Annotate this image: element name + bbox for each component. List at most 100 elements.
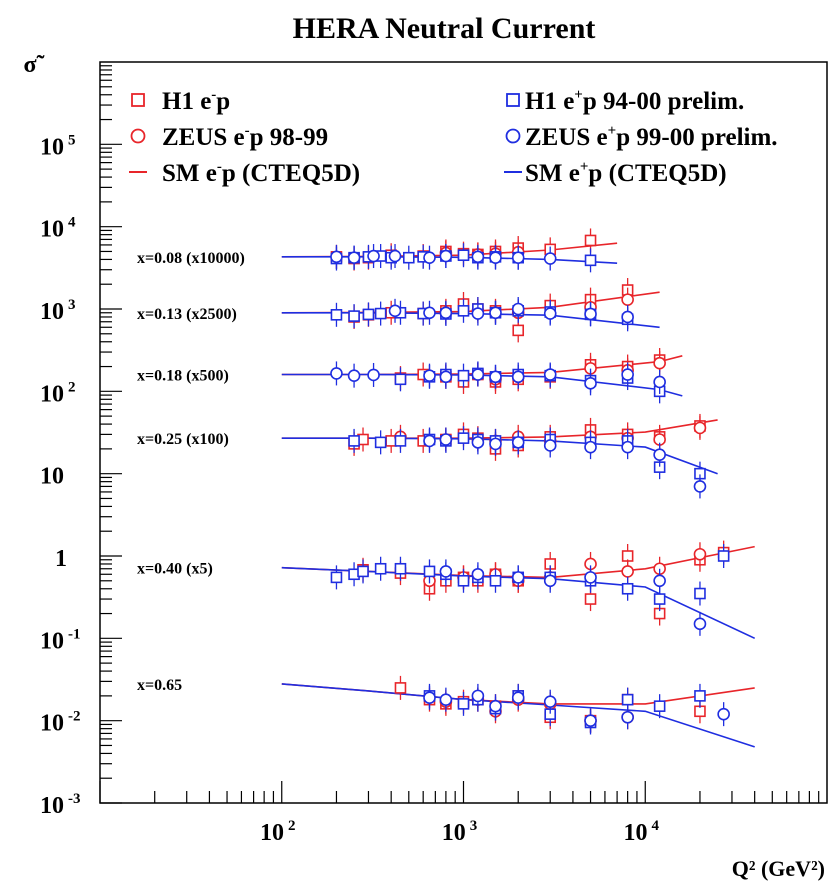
- band-label: x=0.08 (x10000): [137, 250, 245, 267]
- zeus-ep-point: [439, 249, 453, 263]
- h1-ep-point: [374, 436, 387, 449]
- zeus-ep-point: [471, 250, 485, 264]
- zeus-ep-point: [584, 440, 597, 454]
- zeus-ep-point: [653, 448, 666, 461]
- zeus-ep-point: [471, 567, 485, 581]
- zeus-ep-point: [423, 691, 436, 705]
- legend-label: ZEUS e-p 98-99: [162, 123, 328, 151]
- zeus-ep-point: [347, 251, 361, 264]
- zeus-ep-point: [511, 436, 525, 449]
- band-label: x=0.65: [137, 677, 182, 694]
- legend: H1 e-p ZEUS e-p 98-99 SM e-p (CTEQ5D) H1 e+…: [129, 87, 778, 187]
- h1-ep-point: [330, 309, 343, 321]
- zeus-ep-point: [439, 693, 453, 706]
- zeus-ep-point: [423, 434, 436, 448]
- h1-ep-point: [457, 305, 470, 317]
- zeus-ep-point: [511, 571, 525, 584]
- h1-ep-point: [694, 690, 706, 702]
- sm-ep-curve: [281, 683, 755, 748]
- h1-ep-point: [457, 574, 470, 587]
- legend-marker-circle: [130, 128, 146, 144]
- legend-label: SM e+p (CTEQ5D): [525, 159, 727, 187]
- legend-marker-square: [506, 93, 520, 107]
- h1-ep-point: [348, 310, 360, 322]
- band-label: x=0.25 (x100): [137, 431, 229, 448]
- h1-ep-point: [394, 562, 407, 575]
- zeus-em-point: [693, 421, 707, 435]
- legend-label: SM e-p (CTEQ5D): [162, 159, 360, 187]
- x-tick-label: 10 4: [624, 818, 660, 846]
- h1-ep-point: [457, 698, 470, 710]
- zeus-ep-point: [367, 368, 380, 382]
- zeus-ep-point: [543, 307, 557, 320]
- legend-label: H1 e-p: [162, 87, 230, 115]
- h1-ep-point: [489, 574, 502, 587]
- zeus-ep-point: [471, 436, 485, 449]
- h1-ep-point: [653, 700, 666, 712]
- zeus-ep-point: [653, 375, 666, 389]
- h1-ep-point: [584, 254, 597, 267]
- h1-ep-point: [402, 251, 415, 264]
- legend-label: ZEUS e+p 99-00 prelim.: [525, 123, 778, 151]
- y-tick-label: 10 5: [40, 132, 76, 160]
- zeus-ep-point: [439, 433, 453, 446]
- y-tick-label: 10 -2: [40, 709, 81, 737]
- zeus-ep-point: [653, 574, 666, 588]
- zeus-ep-point: [584, 714, 597, 727]
- band-label: x=0.40 (x5): [137, 561, 213, 578]
- zeus-ep-point: [489, 370, 502, 384]
- legend-label: H1 e+p 94-00 prelim.: [525, 87, 744, 115]
- zeus-em-point: [621, 565, 634, 578]
- zeus-ep-point: [621, 710, 634, 724]
- zeus-ep-point: [543, 574, 557, 588]
- zeus-ep-point: [621, 368, 634, 381]
- zeus-ep-point: [511, 251, 525, 264]
- zeus-ep-point: [511, 370, 525, 384]
- zeus-em-point: [653, 356, 666, 370]
- h1-ep-point: [374, 562, 387, 575]
- zeus-ep-point: [489, 306, 502, 320]
- zeus-ep-point: [543, 695, 557, 708]
- zeus-ep-point: [511, 691, 525, 705]
- chart-title: HERA Neutral Current: [293, 12, 596, 45]
- zeus-ep-point: [439, 306, 453, 320]
- zeus-ep-point: [511, 302, 525, 316]
- h1-ep-point: [621, 693, 634, 706]
- zeus-ep-point: [471, 689, 485, 703]
- zeus-ep-point: [543, 368, 557, 381]
- zeus-ep-point: [693, 617, 707, 631]
- y-tick-label: 10 -1: [40, 626, 81, 654]
- legend-marker-circle: [505, 128, 521, 144]
- zeus-ep-point: [584, 307, 597, 321]
- zeus-ep-point: [330, 250, 343, 264]
- h1-ep-point: [362, 308, 375, 321]
- h1-ep-point: [357, 565, 369, 578]
- zeus-ep-point: [543, 252, 557, 265]
- zeus-em-point: [693, 547, 707, 561]
- y-axis-label: σ̃: [23, 52, 44, 78]
- band-label: x=0.18 (x500): [137, 368, 229, 385]
- zeus-ep-point: [423, 251, 436, 264]
- zeus-ep-point: [439, 370, 453, 384]
- h1-em-point: [584, 234, 597, 247]
- zeus-ep-point: [330, 367, 343, 380]
- h1-em-point: [512, 324, 525, 337]
- zeus-ep-point: [388, 304, 402, 318]
- zeus-ep-point: [584, 571, 597, 584]
- zeus-ep-point: [489, 699, 502, 713]
- y-tick-label: 10 4: [40, 215, 76, 243]
- zeus-ep-point: [439, 565, 453, 578]
- h1-ep-point: [394, 373, 407, 386]
- legend-marker-square: [131, 93, 145, 107]
- h1-ep-point: [394, 435, 407, 447]
- zeus-ep-point: [423, 306, 436, 320]
- h1-ep-point: [694, 587, 706, 600]
- h1-ep-point: [717, 550, 730, 562]
- points-layer: [330, 228, 730, 735]
- zeus-ep-point: [489, 437, 502, 451]
- zeus-ep-point: [621, 440, 634, 454]
- zeus-ep-point: [489, 251, 502, 264]
- y-tick-label: 10 3: [40, 297, 76, 325]
